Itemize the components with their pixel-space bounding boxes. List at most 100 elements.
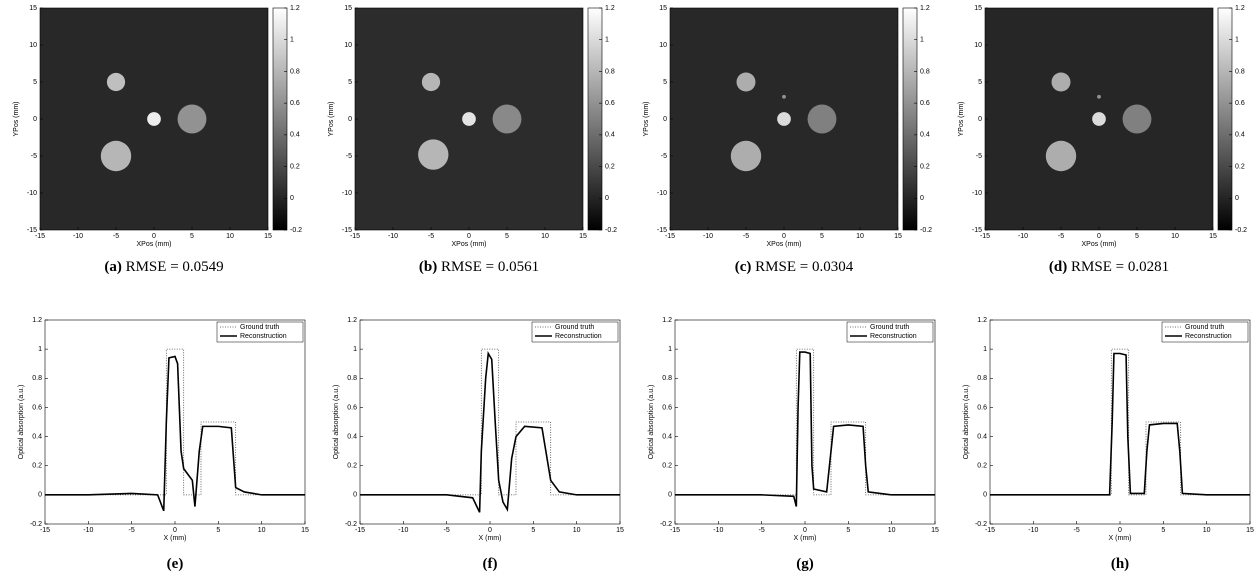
x-tick-label: -5 — [129, 527, 135, 534]
legend-label: Ground truth — [870, 324, 909, 331]
colorbar-tick-label: 0 — [1235, 195, 1239, 202]
y-tick-label: 1.2 — [977, 317, 987, 324]
disk — [106, 72, 126, 92]
x-tick-label: 5 — [531, 527, 535, 534]
caption: (f) — [483, 556, 498, 572]
x-tick-label: 5 — [1135, 233, 1139, 240]
image — [418, 72, 522, 170]
y-tick-label: 0.6 — [32, 404, 42, 411]
y-tick-label: 0 — [983, 492, 987, 499]
x-axis-label: XPos (mm) — [1082, 241, 1117, 248]
caption-label: (d) — [1049, 259, 1067, 275]
colorbar-tick-label: 0.8 — [290, 68, 300, 75]
x-tick-label: -5 — [1058, 233, 1064, 240]
x-tick-label: 10 — [888, 527, 896, 534]
x-tick-label: -10 — [713, 527, 723, 534]
y-tick-label: 1 — [668, 346, 672, 353]
caption-label: (a) — [104, 259, 122, 275]
x-tick-label: 15 — [1246, 527, 1254, 534]
y-tick-label: -0.2 — [30, 521, 42, 528]
y-tick-label: -5 — [661, 153, 667, 160]
caption-label: (e) — [167, 556, 184, 572]
x-tick-label: 0 — [488, 527, 492, 534]
y-tick-label: 5 — [978, 79, 982, 86]
y-axis-label: Optical absorption (a.u.) — [963, 385, 970, 460]
y-axis-label: Optical absorption (a.u.) — [648, 385, 655, 460]
axes-frame — [354, 7, 584, 231]
x-tick-label: -10 — [398, 527, 408, 534]
y-tick-label: 1 — [38, 346, 42, 353]
x-tick-label: 15 — [579, 233, 587, 240]
colorbar-tick-label: -0.2 — [920, 227, 932, 234]
x-tick-label: -15 — [40, 527, 50, 534]
disk — [777, 112, 791, 126]
y-tick-label: 0.6 — [662, 404, 672, 411]
colorbar-tick-label: 1 — [290, 37, 294, 44]
y-tick-label: 0 — [33, 116, 37, 123]
y-tick-label: 0.8 — [662, 375, 672, 382]
legend-label: Reconstruction — [555, 333, 602, 340]
axes-background — [675, 320, 935, 524]
y-tick-label: 0.2 — [977, 463, 987, 470]
x-tick-label: -15 — [980, 233, 990, 240]
y-tick-label: 0 — [978, 116, 982, 123]
y-tick-label: 5 — [33, 79, 37, 86]
disk — [177, 104, 207, 134]
x-tick-label: 0 — [173, 527, 177, 534]
x-tick-label: 15 — [931, 527, 939, 534]
y-tick-label: 0 — [663, 116, 667, 123]
legend-label: Ground truth — [555, 324, 594, 331]
y-tick-label: 0.8 — [32, 375, 42, 382]
colorbar-tick-label: 0.4 — [605, 132, 615, 139]
disk — [730, 140, 762, 172]
y-tick-label: 10 — [974, 42, 982, 49]
caption: (a) RMSE = 0.0549 — [104, 259, 223, 275]
y-tick-label: 1.2 — [662, 317, 672, 324]
disk — [100, 140, 132, 172]
axes-frame — [44, 319, 306, 525]
colorbar-tick-label: 0.8 — [920, 68, 930, 75]
legend-label: Ground truth — [240, 324, 279, 331]
axes-frame — [39, 7, 269, 231]
image — [1045, 72, 1152, 172]
axes-frame — [989, 319, 1251, 525]
colorbar-tick-label: -0.2 — [605, 227, 617, 234]
caption: (c) RMSE = 0.0304 — [735, 259, 854, 275]
x-tick-label: 5 — [1161, 527, 1165, 534]
y-tick-label: -5 — [31, 153, 37, 160]
y-tick-label: 0.4 — [977, 433, 987, 440]
x-axis-label: X (mm) — [794, 535, 817, 542]
colorbar-tick-label: 1 — [605, 37, 609, 44]
y-tick-label: 15 — [344, 5, 352, 12]
y-axis-label: YPos (mm) — [958, 102, 965, 137]
disk — [1092, 112, 1106, 126]
disk — [807, 104, 837, 134]
colorbar-tick-label: 1.2 — [1235, 5, 1245, 12]
x-tick-label: -10 — [1018, 233, 1028, 240]
y-tick-label: 0 — [38, 492, 42, 499]
y-tick-label: 0 — [348, 116, 352, 123]
caption-label: (g) — [796, 556, 814, 572]
x-tick-label: 15 — [616, 527, 624, 534]
colorbar-tick-label: 0.4 — [920, 132, 930, 139]
x-tick-label: 15 — [894, 233, 902, 240]
colorbar-tick-label: 0 — [290, 195, 294, 202]
y-tick-label: -0.2 — [975, 521, 987, 528]
x-tick-label: 0 — [152, 233, 156, 240]
x-tick-label: -15 — [355, 527, 365, 534]
axes-background — [360, 320, 620, 524]
x-axis-label: XPos (mm) — [452, 241, 487, 248]
colorbar — [1217, 7, 1233, 231]
y-axis-label: YPos (mm) — [643, 102, 650, 137]
y-tick-label: 1 — [983, 346, 987, 353]
axes-frame — [359, 319, 621, 525]
y-tick-label: 1.2 — [347, 317, 357, 324]
colorbar-tick-label: 0.8 — [605, 68, 615, 75]
colorbar-tick-label: 0.2 — [1235, 163, 1245, 170]
y-tick-label: 0.2 — [347, 463, 357, 470]
image — [730, 72, 837, 172]
x-tick-label: 0 — [782, 233, 786, 240]
disk — [418, 139, 449, 170]
y-tick-label: 15 — [974, 5, 982, 12]
